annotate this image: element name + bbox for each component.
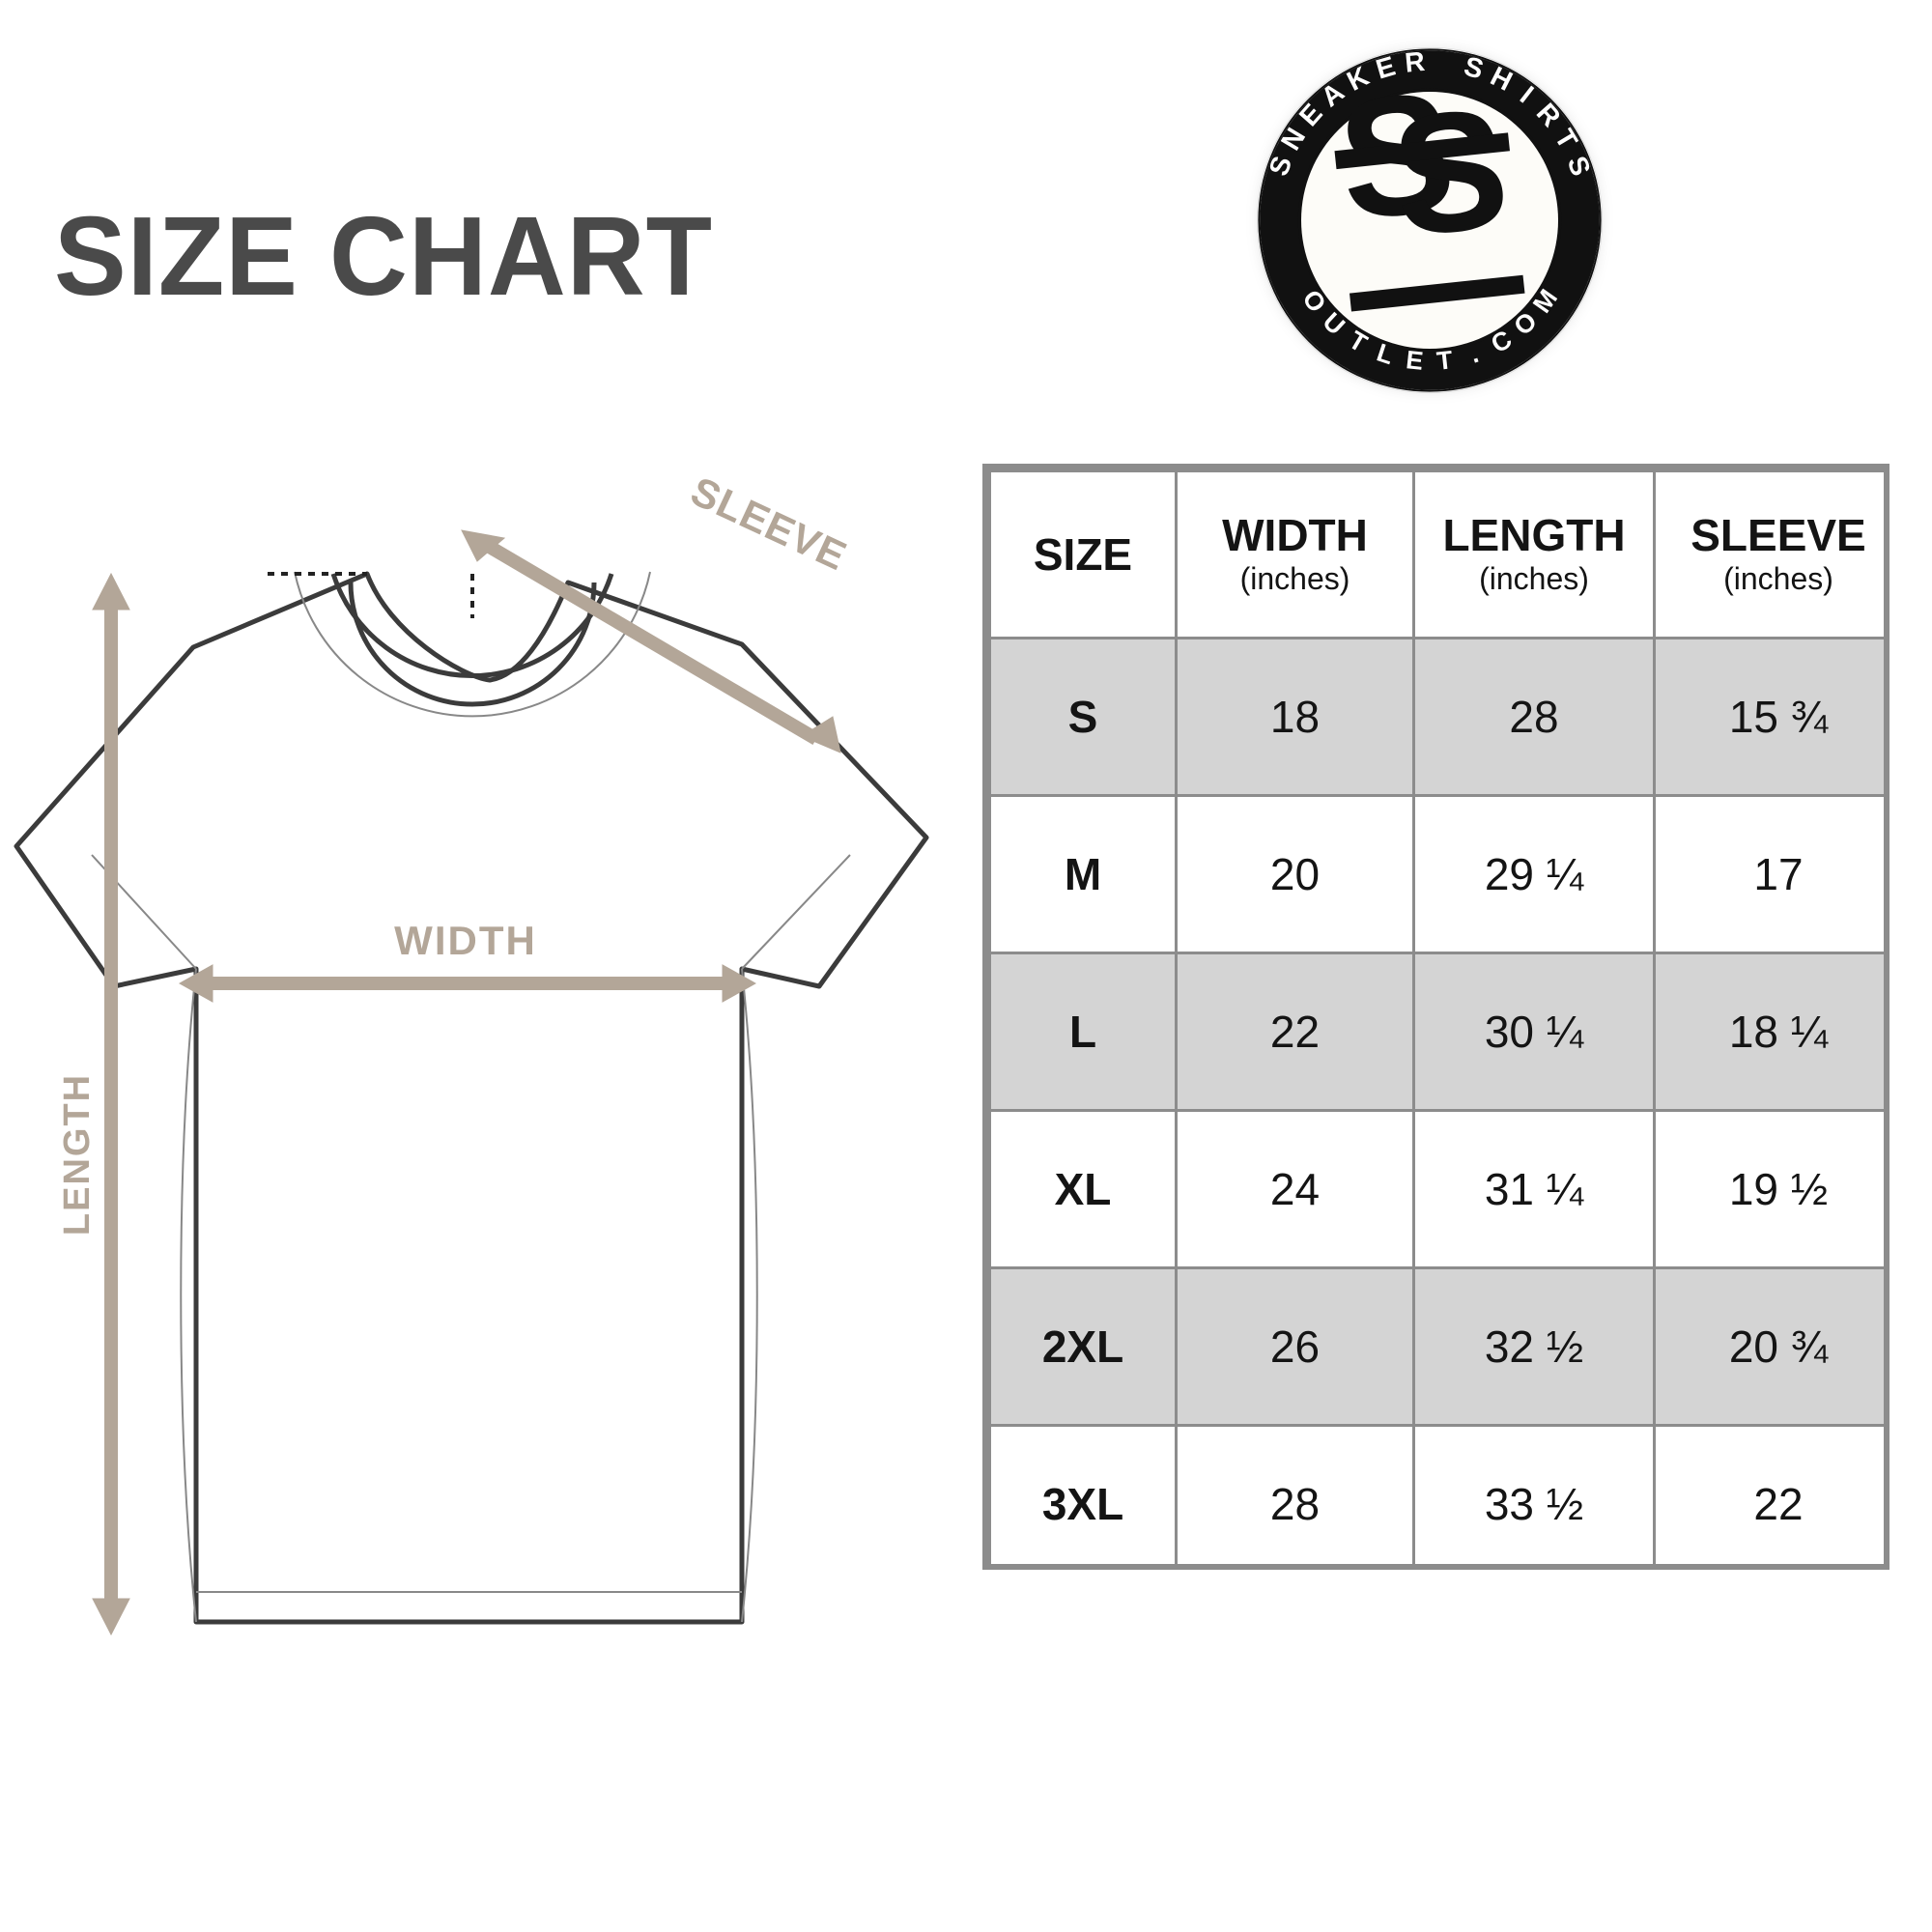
svg-text:E: E <box>1405 345 1425 376</box>
svg-text:S: S <box>1384 72 1517 272</box>
svg-text:T: T <box>1435 345 1454 376</box>
svg-text:LENGTH: LENGTH <box>57 1073 98 1236</box>
svg-text:SLEEVE: SLEEVE <box>684 468 854 579</box>
svg-text:WIDTH: WIDTH <box>394 918 537 963</box>
